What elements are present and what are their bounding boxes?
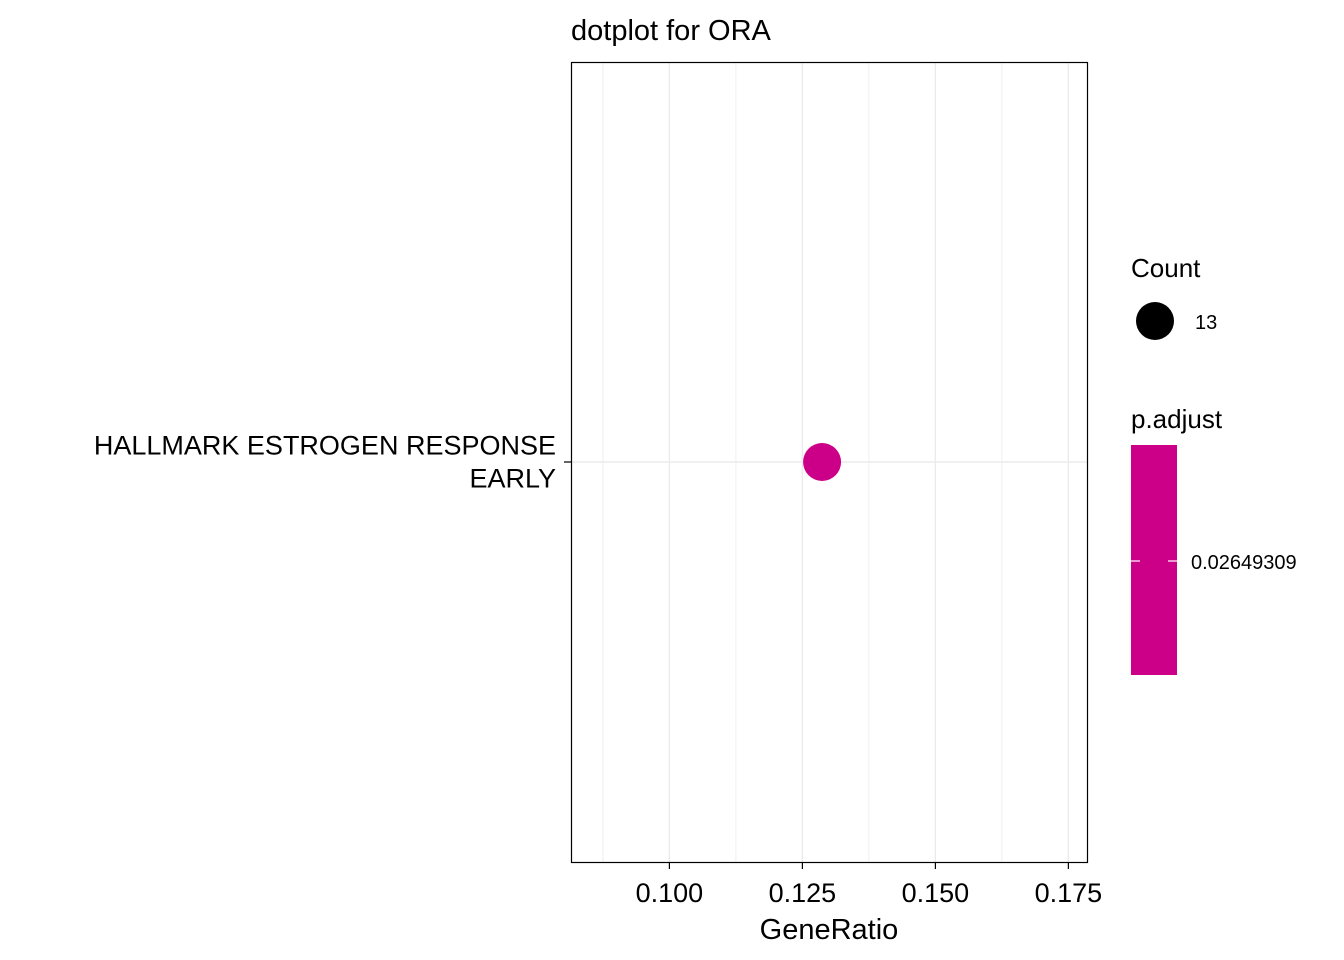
x-axis: 0.100 0.125 0.150 0.175 bbox=[636, 862, 1103, 908]
legend-padjust-title: p.adjust bbox=[1131, 404, 1223, 434]
legend-count: Count 13 bbox=[1131, 253, 1217, 340]
y-tick-label-line: EARLY bbox=[469, 464, 556, 494]
y-axis: HALLMARK ESTROGEN RESPONSE EARLY bbox=[94, 431, 571, 494]
data-point bbox=[803, 443, 842, 481]
panel-border bbox=[570, 61, 1089, 864]
legend-count-title: Count bbox=[1131, 253, 1201, 283]
legend-padjust-label: 0.02649309 bbox=[1191, 552, 1297, 574]
x-tick-label: 0.150 bbox=[902, 878, 970, 908]
chart-title: dotplot for ORA bbox=[571, 15, 772, 47]
x-tick-label: 0.100 bbox=[636, 878, 704, 908]
legend-count-label: 13 bbox=[1195, 312, 1217, 334]
y-tick-label-line: HALLMARK ESTROGEN RESPONSE bbox=[94, 431, 556, 461]
legend-colorbar bbox=[1131, 445, 1177, 675]
data-points bbox=[803, 443, 842, 481]
x-tick-label: 0.125 bbox=[769, 878, 837, 908]
y-tick-label: HALLMARK ESTROGEN RESPONSE EARLY bbox=[94, 431, 556, 494]
legend-count-key bbox=[1136, 302, 1174, 340]
legend-padjust: p.adjust 0.02649309 bbox=[1131, 404, 1297, 675]
plot-panel bbox=[570, 61, 1089, 864]
x-tick-label: 0.175 bbox=[1035, 878, 1103, 908]
x-axis-title: GeneRatio bbox=[760, 914, 899, 946]
